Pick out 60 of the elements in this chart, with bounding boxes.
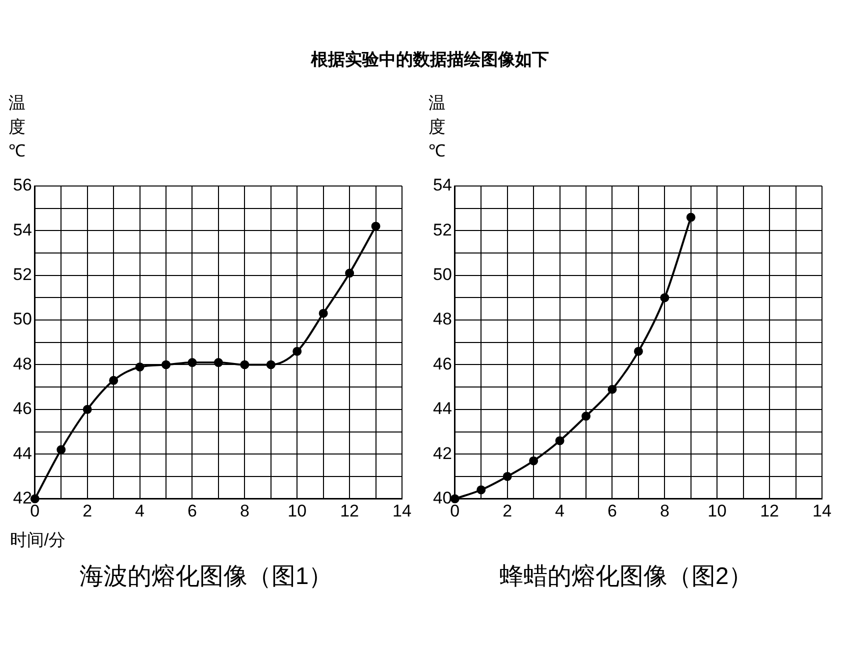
point: [135, 362, 144, 372]
y-axis-title: 温度℃: [8, 94, 26, 161]
y-tick-label: 54: [12, 220, 32, 240]
x-tick-label: 8: [660, 502, 670, 521]
x-tick-label: 10: [288, 502, 307, 521]
x-tick-label: 8: [240, 502, 250, 521]
y-axis-title: 温度℃: [428, 94, 446, 161]
y-tick-label: 54: [432, 176, 452, 195]
x-tick-label: 6: [608, 502, 617, 521]
point: [162, 360, 171, 370]
point: [502, 472, 512, 481]
x-tick-label: 10: [708, 502, 727, 521]
y-tick-label: 46: [432, 354, 452, 374]
point: [56, 445, 66, 454]
point: [266, 360, 276, 370]
y-tick-label: 46: [12, 399, 32, 418]
x-tick-label: 12: [340, 502, 360, 521]
y-tick-label: 48: [12, 354, 32, 374]
x-tick-label: 2: [82, 502, 92, 521]
point: [582, 412, 591, 421]
point: [240, 360, 250, 370]
y-tick-label: 48: [432, 310, 452, 329]
point: [214, 358, 223, 368]
y-tick-label: 40: [432, 488, 452, 508]
y-tick-label: 50: [432, 265, 452, 284]
text: 海波的熔化图像（图1）: [79, 563, 333, 590]
point: [82, 404, 92, 414]
y-tick-label: 56: [12, 176, 32, 195]
y-tick-label: 52: [432, 220, 452, 240]
point: [109, 376, 118, 385]
text: 蜂蜡的熔化图像（图2）: [499, 563, 753, 590]
point: [660, 293, 670, 302]
x-tick-label: 6: [188, 502, 197, 521]
x-tick-label: 4: [555, 502, 565, 521]
point: [345, 268, 354, 278]
point: [555, 436, 564, 446]
point: [292, 346, 302, 356]
x-tick-label: 0: [450, 502, 460, 521]
point: [686, 212, 696, 222]
point: [318, 308, 328, 318]
y-tick-label: 42: [12, 488, 32, 508]
point: [529, 456, 538, 466]
point: [188, 358, 197, 368]
y-tick-label: 44: [432, 399, 452, 418]
x-tick-label: 14: [392, 502, 412, 521]
y-tick-label: 42: [432, 444, 452, 463]
y-tick-label: 52: [12, 265, 32, 284]
y-tick-label: 50: [12, 310, 32, 329]
point: [476, 485, 486, 494]
x-axis-title: 时间/分: [10, 530, 66, 550]
y-tick-label: 44: [12, 444, 32, 463]
point: [371, 222, 380, 231]
x-tick-label: 0: [30, 502, 40, 521]
x-tick-label: 14: [812, 502, 832, 521]
point: [634, 346, 643, 356]
x-tick-label: 4: [135, 502, 145, 521]
x-tick-label: 2: [502, 502, 512, 521]
text: 根据实验中的数据描绘图像如下: [310, 49, 550, 71]
point: [608, 384, 617, 394]
x-tick-label: 12: [760, 502, 780, 521]
